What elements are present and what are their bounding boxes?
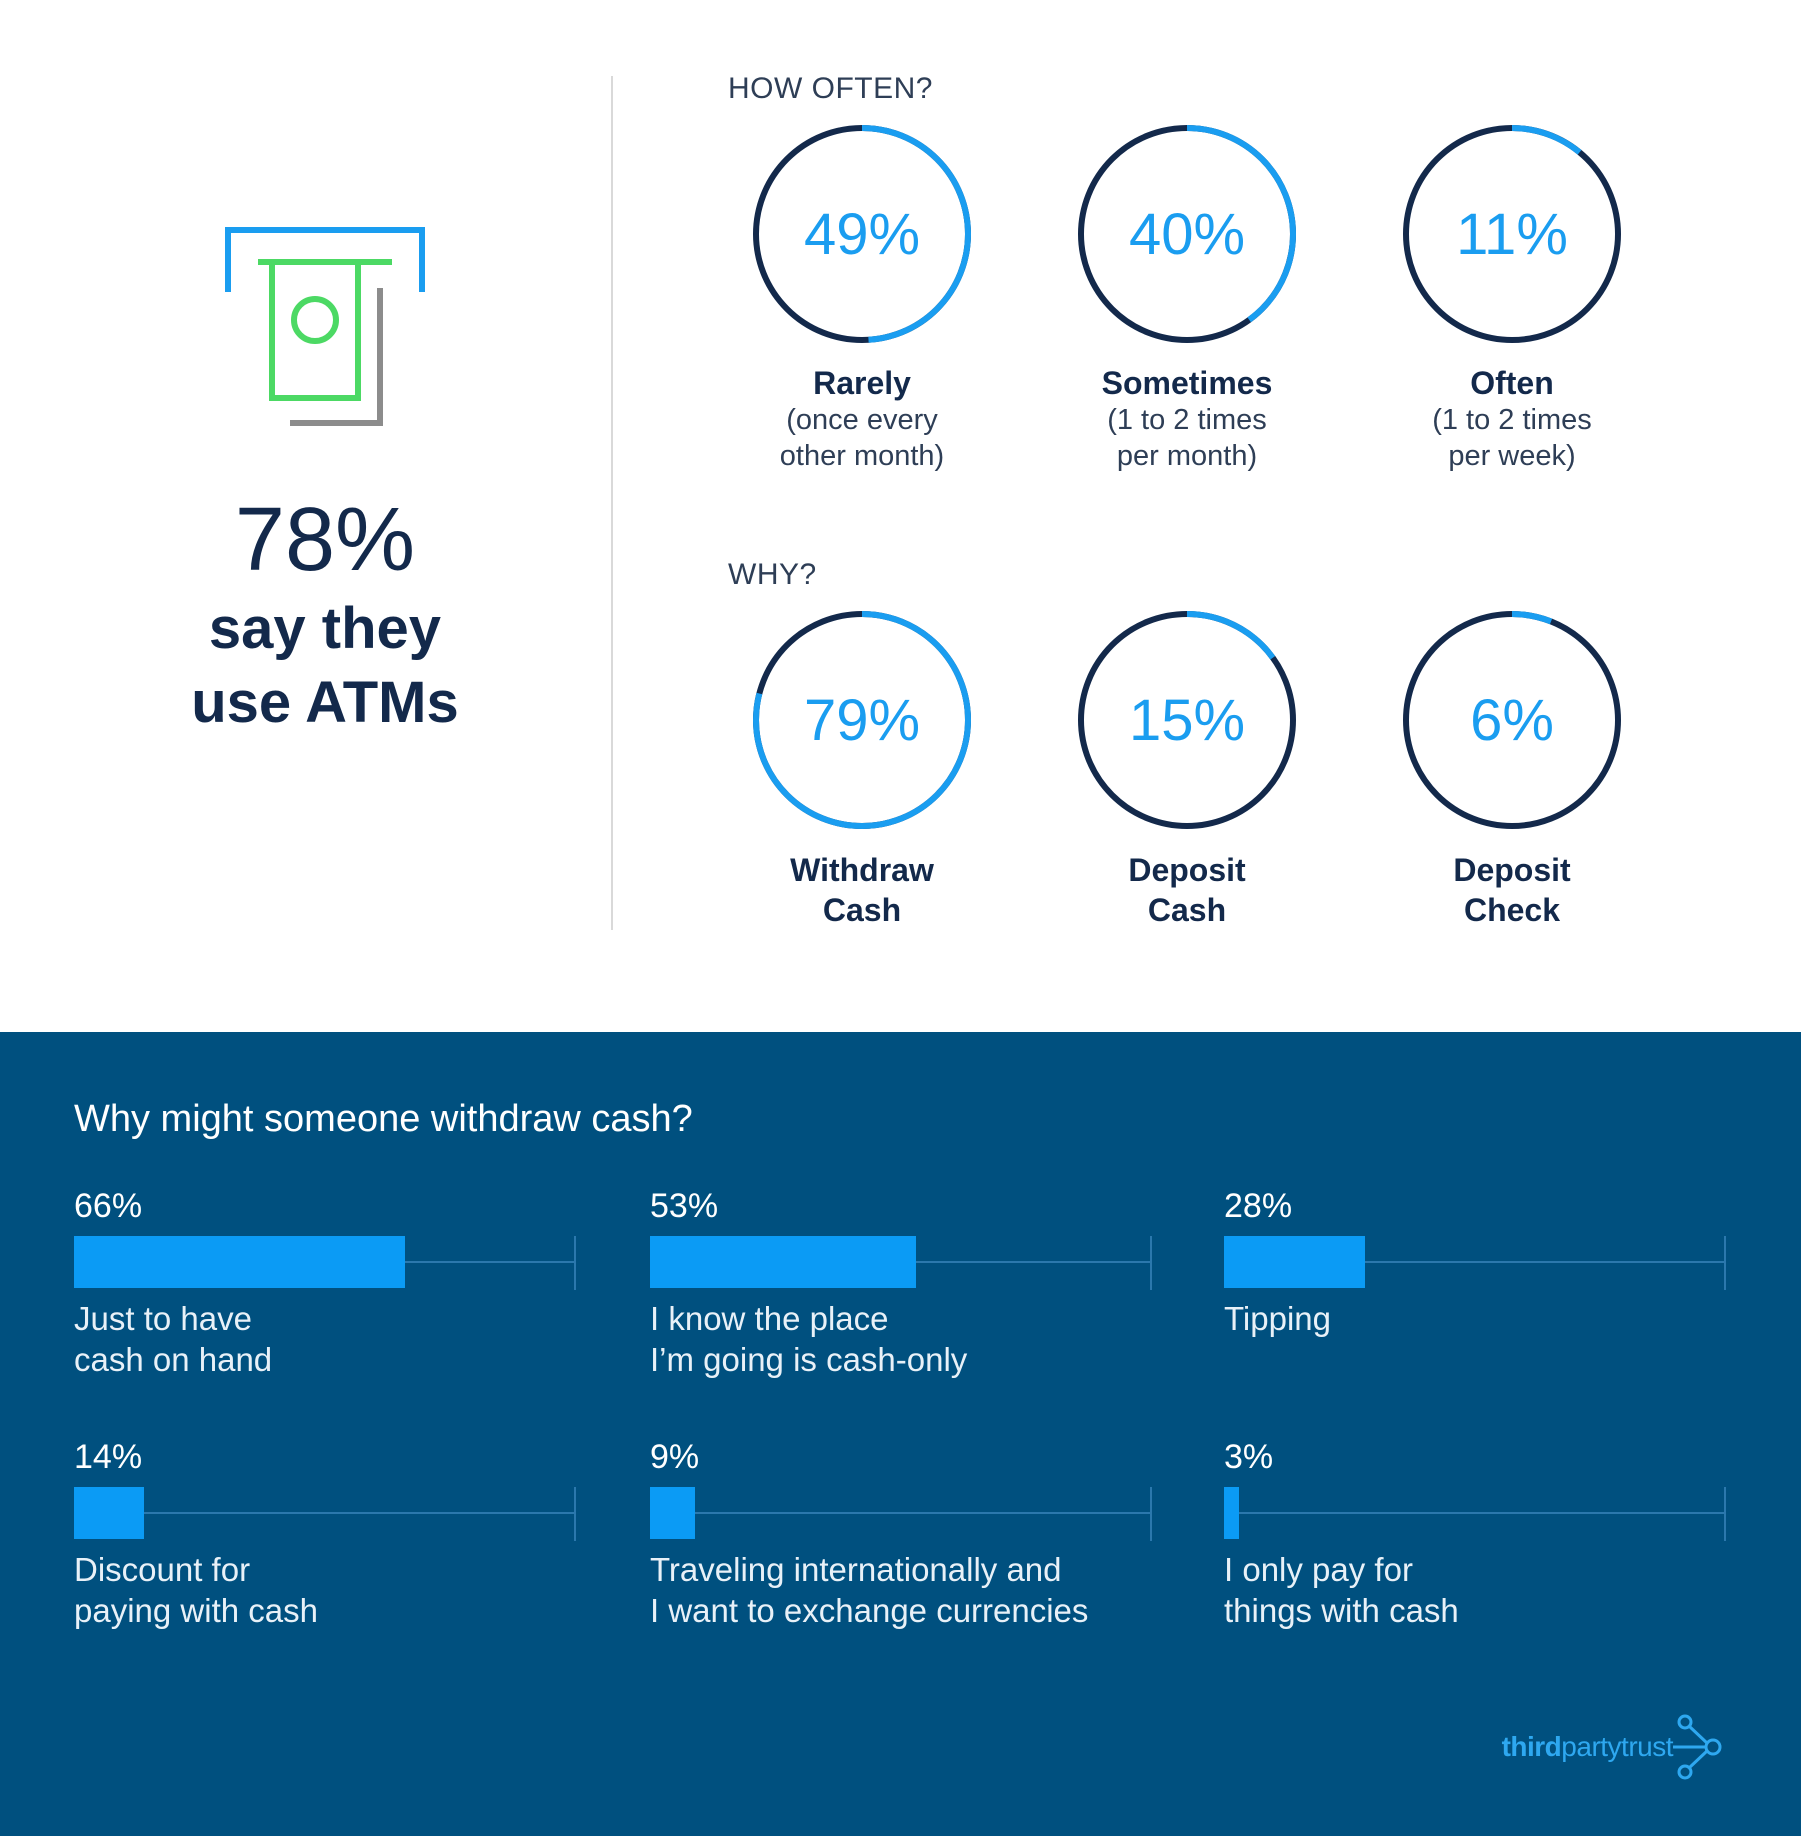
donut-svg: 79% (753, 611, 971, 829)
bar-fill (1224, 1236, 1365, 1288)
donut-category-label: Withdraw Cash (790, 852, 934, 928)
why-label: WHY? (728, 558, 817, 591)
donut-svg: 11% (1403, 125, 1621, 343)
bar-fill (650, 1487, 696, 1539)
donut-0-1: 40% Sometimes (1 to 2 times per month) (1037, 122, 1337, 474)
bar-axis-line (74, 1512, 576, 1514)
donut-arc (753, 611, 971, 829)
donut-1-0: 79% Withdraw Cash (712, 608, 1012, 930)
how-often-label: HOW OFTEN? (728, 72, 933, 105)
donut-sub-label: (once every other month) (779, 404, 945, 472)
donut-arc (1403, 611, 1621, 829)
bar-percent-label: 53% (650, 1187, 719, 1225)
bar-item: 53% I know the place I’m going is cash-on… (650, 1186, 1152, 1380)
bar-item: 9% Traveling internationally and I want t… (650, 1437, 1152, 1631)
bar-end-tick (574, 1236, 576, 1290)
donut-percent-label: 40% (1129, 202, 1245, 267)
donut-category-label: Often (1470, 365, 1554, 401)
network-node-icon (1673, 1714, 1722, 1780)
bar-track (74, 1487, 576, 1541)
bar-item: 3% I only pay for things with cash (1224, 1437, 1726, 1631)
logo-bold: third (1501, 1731, 1562, 1762)
bar-item: 28% Tipping (1224, 1186, 1726, 1339)
donut-arc (1403, 125, 1621, 343)
headline-text: say they use ATMs (191, 596, 459, 735)
bottom-title: Why might someone withdraw cash? (74, 1098, 693, 1140)
donut-category-label: Deposit Check (1453, 852, 1571, 928)
bar-percent-label: 3% (1224, 1438, 1274, 1476)
top-section: 78% say they use ATMs HOW OFTEN? WHY? 49… (191, 72, 1662, 930)
donut-percent-label: 15% (1129, 688, 1245, 753)
vertical-divider (611, 76, 613, 930)
donut-svg: 6% (1403, 611, 1621, 829)
bar-fill (74, 1487, 145, 1539)
donut-sub-label: (1 to 2 times per week) (1432, 404, 1592, 472)
bar-percent-label: 28% (1224, 1187, 1293, 1225)
bar-end-tick (1150, 1487, 1152, 1541)
donut-sub-label: (1 to 2 times per month) (1107, 404, 1267, 472)
brand-logo: thirdpartytrust (1502, 1714, 1723, 1780)
bar-axis-line (650, 1512, 1152, 1514)
bar-category-label: I only pay for things with cash (1224, 1551, 1459, 1629)
donut-1-2: 6% Deposit Check (1362, 608, 1662, 930)
logo-text: thirdpartytrust (1501, 1731, 1674, 1763)
bar-track (650, 1487, 1152, 1541)
bar-percent-label: 66% (74, 1187, 143, 1225)
bar-fill (74, 1236, 406, 1288)
bar-track (1224, 1236, 1726, 1290)
bar-category-label: Just to have cash on hand (74, 1300, 273, 1378)
bar-track (74, 1236, 576, 1290)
bar-item: 66% Just to have cash on hand (74, 1186, 576, 1380)
bar-percent-label: 9% (650, 1438, 700, 1476)
bar-axis-line (1224, 1512, 1726, 1514)
bar-fill (650, 1236, 917, 1288)
donut-arc (753, 125, 971, 343)
donut-category-label: Rarely (813, 365, 911, 401)
donut-category-label: Deposit Cash (1128, 852, 1246, 928)
donut-svg: 15% (1078, 611, 1296, 829)
bar-item: 14% Discount for paying with cash (74, 1437, 576, 1631)
bar-category-label: Discount for paying with cash (74, 1551, 318, 1629)
donut-1-1: 15% Deposit Cash (1037, 608, 1337, 930)
logo-regular: partytrust (1561, 1731, 1673, 1762)
bar-end-tick (574, 1487, 576, 1541)
donut-percent-label: 6% (1470, 688, 1554, 753)
bottom-section: Why might someone withdraw cash? 66% Just… (0, 1032, 1801, 1836)
bar-track (650, 1236, 1152, 1290)
bar-track (1224, 1487, 1726, 1541)
bar-fill (1224, 1487, 1240, 1539)
donut-arc (1078, 125, 1296, 343)
bar-end-tick (1724, 1236, 1726, 1290)
donut-percent-label: 79% (804, 688, 920, 753)
bar-category-label: Tipping (1224, 1300, 1332, 1337)
donut-percent-label: 11% (1456, 202, 1568, 267)
donut-0-0: 49% Rarely (once every other month) (712, 122, 1012, 474)
donut-category-label: Sometimes (1101, 365, 1273, 401)
donut-svg: 40% (1078, 125, 1296, 343)
donut-0-2: 11% Often (1 to 2 times per week) (1362, 122, 1662, 474)
bar-percent-label: 14% (74, 1438, 143, 1476)
bar-category-label: Traveling internationally and I want to … (650, 1551, 1089, 1629)
bar-category-label: I know the place I’m going is cash-only (650, 1300, 968, 1378)
bar-end-tick (1150, 1236, 1152, 1290)
donut-arc (1078, 611, 1296, 829)
bar-end-tick (1724, 1487, 1726, 1541)
bar-axis-line (1224, 1261, 1726, 1263)
headline-percent: 78% (234, 490, 416, 590)
atm-cash-icon (225, 227, 425, 426)
donut-percent-label: 49% (804, 202, 920, 267)
donut-svg: 49% (753, 125, 971, 343)
